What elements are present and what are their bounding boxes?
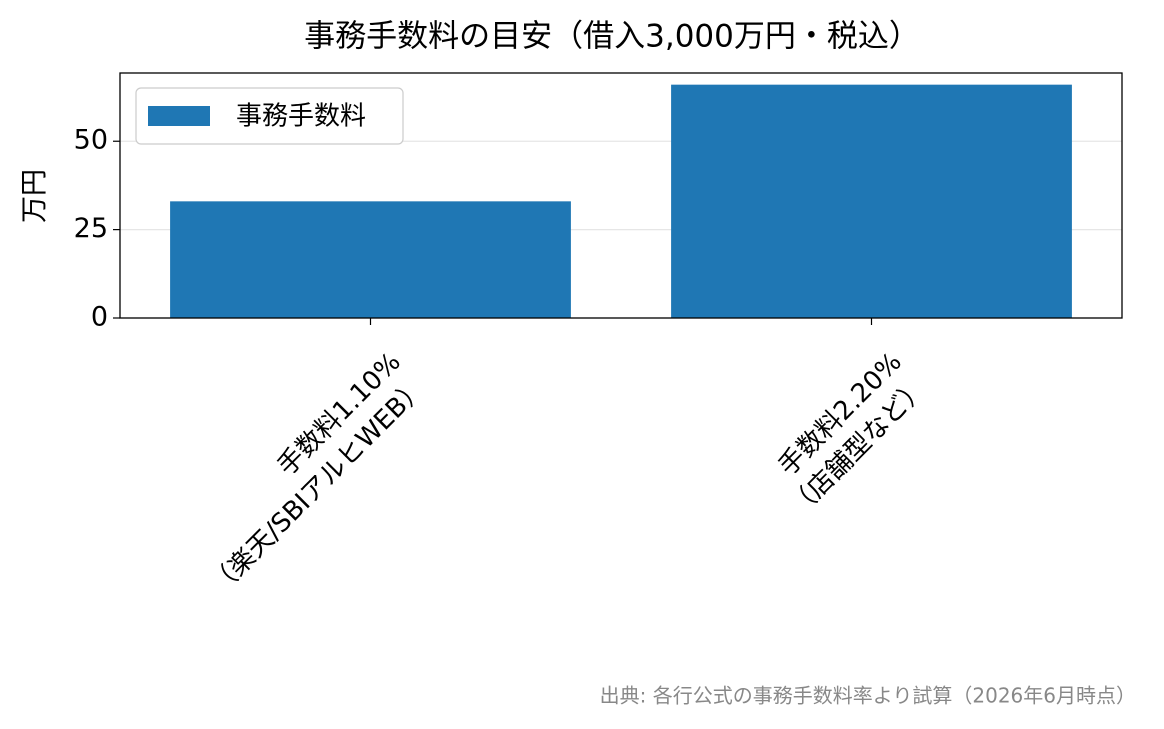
plot-frame xyxy=(119,72,1123,319)
chart-title: 事務手数料の目安（借入3,000万円・税込） xyxy=(304,19,920,55)
y-tick-label: 0 xyxy=(91,302,108,333)
legend-swatch xyxy=(148,106,210,126)
y-axis-label: 万円 xyxy=(20,169,51,223)
y-tick-label: 50 xyxy=(74,125,108,156)
bar xyxy=(671,84,1072,319)
y-tick-label: 25 xyxy=(74,213,108,244)
legend-box xyxy=(135,87,404,145)
legend-label: 事務手数料 xyxy=(236,102,366,132)
source-note: 出典: 各行公式の事務手数料率より試算（2026年6月時点） xyxy=(600,684,1136,708)
bar xyxy=(170,201,571,318)
